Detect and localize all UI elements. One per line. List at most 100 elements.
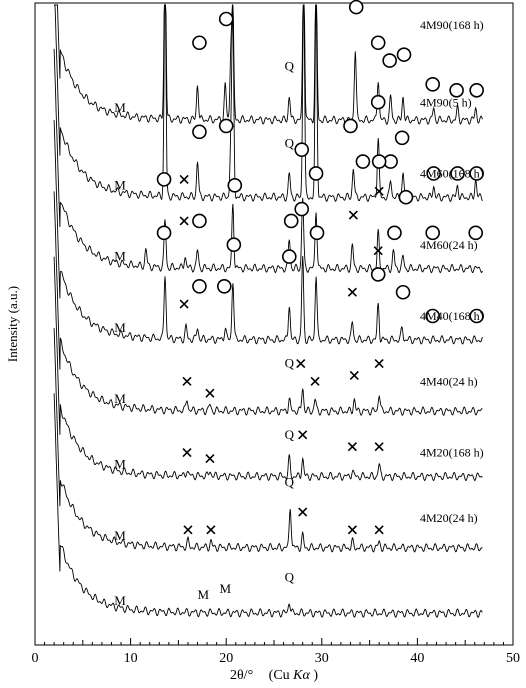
- phase-marker-cross: [310, 376, 320, 386]
- phase-marker-circle: [469, 166, 484, 181]
- series-label: 4M40(168 h): [420, 309, 484, 323]
- phase-marker-cross: [347, 442, 357, 452]
- phase-marker-q: Q: [285, 136, 295, 151]
- x-tick-label: 10: [124, 651, 138, 666]
- x-tick-label: 0: [32, 651, 39, 666]
- x-axis-label-main: 2θ/°: [230, 668, 253, 683]
- series-labels: 4M90(168 h) 4M90(5 h) 4M60(168 h) 4M60(24 h…: [420, 18, 484, 525]
- phase-marker-circle: [348, 0, 364, 15]
- phase-marker-cross: [374, 442, 384, 452]
- phase-marker-cross: [347, 525, 357, 535]
- phase-marker-circle: [450, 166, 465, 181]
- phase-marker-circle: [156, 225, 172, 241]
- phase-marker-circle: [468, 225, 484, 241]
- phase-marker-circle: [370, 94, 386, 110]
- phase-marker-circle: [192, 35, 207, 51]
- phase-marker-cross: [179, 299, 189, 309]
- phase-marker-m: M: [114, 457, 126, 472]
- phase-marker-q: Q: [285, 356, 295, 371]
- phase-marker-circle: [396, 47, 412, 62]
- phase-marker-cross: [349, 370, 359, 380]
- phase-marker-cross: [182, 448, 192, 458]
- phase-marker-circle: [426, 166, 441, 181]
- phase-marker-circle: [281, 249, 297, 264]
- series-label: 4M90(168 h): [420, 18, 484, 32]
- phase-marker-cross: [374, 358, 384, 369]
- phase-marker-m: M: [114, 320, 126, 335]
- phase-marker-m: M: [114, 391, 126, 406]
- phase-marker-cross: [298, 430, 308, 440]
- phase-marker-cross: [374, 525, 384, 535]
- phase-marker-q: Q: [285, 569, 295, 584]
- phase-marker-circle: [371, 154, 387, 169]
- phase-marker-q: Q: [285, 59, 295, 74]
- series-label: 4M20(24 h): [420, 511, 478, 525]
- phase-marker-cross: [374, 186, 384, 196]
- phase-marker-circle: [343, 118, 358, 134]
- phase-marker-cross: [296, 358, 306, 369]
- series-line: [53, 327, 483, 553]
- phase-marker-circle: [192, 213, 207, 229]
- phase-marker-m: M: [114, 177, 126, 192]
- phase-marker-circle: [370, 35, 386, 51]
- phase-marker-circle: [192, 124, 207, 140]
- phase-marker-cross: [179, 174, 189, 184]
- series-line: [53, 393, 483, 618]
- phase-marker-cross: [183, 525, 193, 535]
- phase-marker-m: M: [197, 587, 209, 602]
- phase-marker-cross: [206, 525, 216, 535]
- series-line: [53, 48, 483, 274]
- phase-marker-circle: [355, 154, 371, 169]
- phase-marker-circle: [398, 189, 414, 205]
- phase-marker-circle: [370, 267, 386, 282]
- phase-marker-circle: [469, 82, 484, 98]
- series-line: [53, 256, 483, 482]
- x-axis-label-ka: Kα: [292, 668, 310, 683]
- series-line: [54, 4, 483, 125]
- series-line: [53, 191, 483, 416]
- x-axis-label: 2θ/° (Cu Kα ): [230, 668, 318, 683]
- series-label: 4M40(24 h): [420, 374, 478, 388]
- series-label: 4M60(24 h): [420, 238, 478, 252]
- x-axis-label-close: ): [313, 668, 318, 683]
- phase-marker-circle: [156, 172, 172, 187]
- phase-marker-circle: [283, 213, 299, 229]
- phase-marker-circle: [218, 11, 234, 27]
- phase-marker-circle: [218, 118, 234, 134]
- phase-marker-cross: [347, 287, 357, 297]
- phase-marker-circle: [387, 225, 402, 241]
- phase-marker-circle: [425, 225, 440, 241]
- phase-marker-m: M: [114, 528, 126, 543]
- phase-marker-circle: [469, 308, 484, 324]
- phase-marker-circle: [382, 53, 397, 68]
- series-curves: [53, 3, 483, 618]
- phase-marker-cross: [298, 507, 308, 517]
- phase-marker-circle: [294, 142, 310, 157]
- phase-marker-circle: [309, 225, 325, 241]
- phase-marker-m: M: [114, 249, 126, 264]
- series-label: 4M20(168 h): [420, 446, 484, 460]
- phase-marker-q: Q: [285, 427, 295, 442]
- series-label: 4M60(168 h): [420, 167, 484, 181]
- phase-marker-circle: [395, 284, 411, 300]
- x-axis-label-open: (Cu: [269, 668, 290, 683]
- phase-marker-circle: [425, 77, 440, 92]
- phase-marker-circle: [425, 308, 440, 324]
- phase-marker-cross: [182, 376, 192, 386]
- phase-marker-circle: [216, 278, 232, 294]
- phase-marker-cross: [373, 246, 383, 256]
- series-line: [53, 120, 483, 345]
- phase-marker-circle: [394, 130, 410, 146]
- phase-marker-m: M: [114, 593, 126, 608]
- phase-marker-cross: [205, 388, 215, 398]
- series-label: 4M90(5 h): [420, 95, 472, 109]
- phase-marker-cross: [348, 210, 358, 220]
- phase-marker-circle: [449, 82, 464, 98]
- x-tick-label: 40: [410, 651, 424, 666]
- y-axis-label: Intensity (a.u.): [5, 286, 20, 362]
- phase-marker-circle: [227, 178, 243, 193]
- x-axis-ticks: 0 10 20 30 40 50: [32, 638, 520, 666]
- phase-marker-circle: [192, 278, 207, 294]
